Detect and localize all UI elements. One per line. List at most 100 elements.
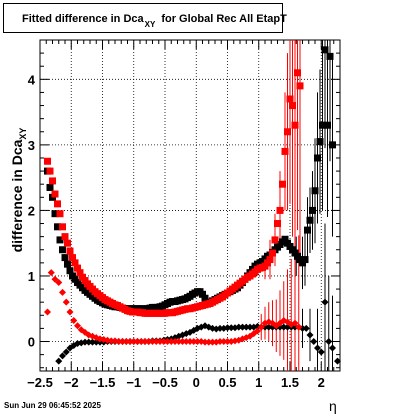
square-marker	[286, 95, 294, 103]
square-marker	[201, 294, 209, 302]
diamond-marker	[239, 323, 246, 331]
diamond-marker	[55, 279, 63, 287]
diamond-marker	[317, 348, 325, 356]
x-tick-label: −0.5	[152, 375, 178, 390]
diamond-marker	[314, 344, 321, 352]
diamond-marker	[321, 298, 329, 306]
square-marker	[284, 128, 291, 136]
diamond-marker	[280, 323, 288, 331]
y-tick-label: 2	[28, 203, 35, 218]
square-marker	[324, 121, 331, 129]
diamond-marker	[224, 324, 231, 332]
diamond-marker	[291, 319, 299, 327]
y-tick-label: 0	[28, 335, 35, 350]
diamond-marker	[130, 338, 138, 346]
square-marker	[276, 206, 284, 214]
diamond-marker	[160, 338, 168, 346]
y-axis-label-main: difference in Dca	[9, 139, 25, 253]
diamond-marker	[85, 338, 93, 346]
square-marker	[56, 236, 64, 244]
timestamp-footer: Sun Jun 29 06:45:52 2025	[4, 401, 101, 410]
diamond-marker	[306, 331, 314, 339]
diamond-marker	[182, 338, 190, 346]
x-tick-label: 2	[318, 375, 325, 390]
data-markers	[44, 46, 341, 365]
diamond-marker	[107, 337, 115, 345]
y-tick-label: 1	[28, 269, 35, 284]
diamond-marker	[66, 308, 74, 316]
diamond-marker	[220, 338, 228, 346]
diamond-marker	[201, 338, 209, 346]
square-marker	[46, 183, 54, 191]
square-marker	[316, 138, 324, 146]
diamond-marker	[254, 327, 261, 335]
square-marker	[301, 256, 309, 264]
square-marker	[281, 235, 289, 243]
chart-title: Fitted difference in DcaXY for Global Rec…	[22, 13, 287, 29]
diamond-marker	[145, 338, 153, 346]
square-marker	[44, 157, 51, 165]
square-marker	[306, 216, 314, 224]
square-marker	[309, 206, 316, 214]
diamond-marker	[156, 338, 164, 346]
x-tick-label: −2.5	[27, 375, 53, 390]
diamond-marker	[47, 269, 55, 277]
diamond-marker	[152, 338, 160, 346]
diamond-marker	[246, 323, 254, 331]
square-marker	[64, 239, 71, 247]
diamond-marker	[62, 348, 70, 356]
diamond-marker	[227, 324, 235, 332]
tick-labels: −2.5 −2 −1.5 −1 −0.5 0 0.5 1 1.5 2 0 1 2 3 4	[27, 72, 325, 390]
diamond-marker	[59, 288, 66, 296]
x-tick-label: 1.5	[281, 375, 299, 390]
diamond-marker	[81, 338, 89, 346]
square-marker	[76, 269, 84, 277]
diamond-marker	[224, 338, 231, 346]
square-marker	[304, 226, 311, 234]
chart-title-box: Fitted difference in DcaXY for Global Rec…	[3, 3, 287, 33]
diamond-marker	[119, 338, 126, 346]
y-axis-label: difference in DcaXY	[9, 127, 28, 253]
diamond-marker	[194, 338, 201, 346]
diamond-marker	[74, 322, 81, 330]
diamond-marker	[171, 338, 179, 346]
square-marker	[74, 264, 81, 272]
diamond-marker	[164, 338, 171, 346]
diamond-marker	[44, 308, 51, 316]
chart-title-main: Fitted difference in Dca	[22, 13, 144, 25]
square-marker	[274, 220, 281, 228]
diamond-marker	[242, 323, 250, 331]
square-marker	[59, 246, 66, 254]
diamond-marker	[134, 338, 141, 346]
square-marker	[271, 236, 279, 244]
square-marker	[269, 249, 276, 257]
square-marker	[61, 233, 69, 241]
diamond-marker	[190, 338, 198, 346]
square-marker	[69, 254, 76, 262]
square-marker	[54, 200, 61, 208]
x-tick-label: 0.5	[218, 375, 236, 390]
diamond-marker	[89, 338, 96, 346]
square-marker	[296, 82, 304, 90]
y-axis-label-subscript: XY	[18, 127, 28, 140]
diamond-marker	[205, 338, 213, 346]
diamond-marker	[137, 338, 145, 346]
diamond-marker	[179, 338, 186, 346]
square-marker	[319, 121, 326, 129]
diamond-marker	[325, 338, 333, 346]
square-marker	[326, 52, 334, 60]
x-tick-label: −2	[64, 375, 79, 390]
square-marker	[49, 177, 56, 185]
square-marker	[66, 247, 74, 255]
x-tick-label: 0	[193, 375, 200, 390]
diamond-marker	[302, 324, 310, 332]
square-marker	[56, 210, 64, 218]
axis-ticks	[39, 39, 341, 371]
diamond-marker	[51, 275, 59, 283]
diamond-marker	[70, 317, 78, 325]
diamond-marker	[167, 338, 175, 346]
square-marker	[46, 167, 54, 175]
diamond-marker	[310, 338, 318, 346]
diamond-marker	[334, 357, 341, 365]
diamond-marker	[115, 338, 123, 346]
